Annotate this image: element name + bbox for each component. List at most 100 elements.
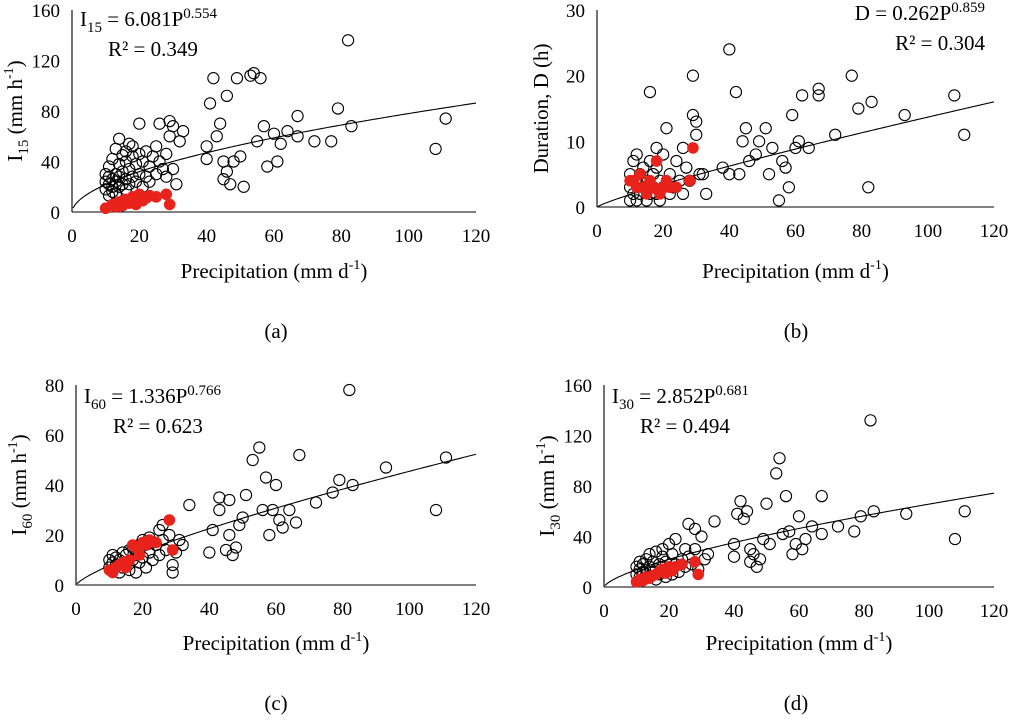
panel-caption: (a) xyxy=(264,319,287,343)
y-tick-label: 20 xyxy=(566,67,585,88)
scatter-point-open xyxy=(160,147,173,161)
scatter-point-open xyxy=(805,520,819,533)
scatter-point-open xyxy=(739,122,753,135)
x-axis-label-sup: -1 xyxy=(351,630,363,645)
scatter-point-open xyxy=(281,125,294,138)
scatter-point-open xyxy=(865,95,878,109)
x-axis-label-text: Precipitation (mm d xyxy=(706,631,874,655)
equation-rhs: = 2.852P xyxy=(634,384,715,408)
scatter-point-filled xyxy=(683,174,696,187)
y-tick-label: 120 xyxy=(564,427,593,448)
x-tick-label: 40 xyxy=(725,601,744,622)
scatter-point-open xyxy=(701,548,715,561)
equation-lhs: I xyxy=(80,7,87,31)
scatter-point-open xyxy=(259,471,273,484)
scatter-point-open xyxy=(773,452,786,465)
scatter-point-open xyxy=(845,69,858,82)
scatter-point-open xyxy=(657,148,670,161)
y-axis-label-unit: (mm h xyxy=(3,79,27,140)
scatter-point-open xyxy=(150,140,163,153)
panel-b: 0 20 40 60 80 100 120 0 10 20 30 Precipitation (mm … xyxy=(529,0,1008,343)
panel-d: 0 20 40 60 80 100 120 0 40 80 120 160 Precipitation … xyxy=(534,376,1008,715)
y-axis-label-main: I xyxy=(535,530,559,537)
scatter-point-open xyxy=(200,152,213,166)
y-axis-label: I30 (mm h-1) xyxy=(534,435,564,536)
scatter-point-open xyxy=(779,489,793,503)
y-axis-label-main: I xyxy=(7,529,31,536)
scatter-point-open xyxy=(253,441,266,454)
equation-lhs-sub: 60 xyxy=(91,397,106,413)
scatter-point-open xyxy=(309,496,323,509)
scatter-point-open xyxy=(690,128,703,141)
scatter-point-open xyxy=(274,137,287,150)
scatter-point-open xyxy=(233,518,246,532)
scatter-point-open xyxy=(325,135,338,148)
scatter-point-open xyxy=(779,161,792,174)
x-tick-label: 40 xyxy=(197,226,216,247)
y-axis-label-end: ) xyxy=(3,60,27,67)
equation-exponent: 0.554 xyxy=(183,6,217,22)
scatter-point-filled xyxy=(689,555,701,568)
scatter-point-open xyxy=(763,537,776,551)
scatter-point-open xyxy=(760,497,773,510)
scatter-point-open xyxy=(708,515,721,528)
scatter-point-open xyxy=(623,194,637,207)
y-tick-label: 0 xyxy=(583,578,593,599)
y-tick-label: 40 xyxy=(41,153,60,174)
y-tick-label: 80 xyxy=(45,376,64,397)
y-axis-label-sub: 60 xyxy=(20,514,36,529)
y-tick-label: 160 xyxy=(32,1,61,22)
scatter-point-open xyxy=(643,548,656,561)
x-tick-label: 100 xyxy=(915,601,944,622)
scatter-point-open xyxy=(183,498,196,512)
scatter-point-open xyxy=(160,170,173,183)
scatter-point-open xyxy=(737,512,750,525)
scatter-point-open xyxy=(345,120,358,133)
scatter-point-open xyxy=(166,566,179,579)
scatter-point-open xyxy=(206,523,219,537)
scatter-point-open xyxy=(224,178,237,191)
scatter-point-open xyxy=(116,149,129,162)
x-tick-label: 40 xyxy=(720,221,739,242)
y-axis-label-end: ) xyxy=(535,435,559,442)
scatter-point-filled xyxy=(160,188,173,201)
equation-lhs: I xyxy=(612,384,619,408)
scatter-point-open xyxy=(799,532,812,546)
y-tick-label: 10 xyxy=(566,132,585,153)
y-axis-label: I60 (mm h-1) xyxy=(6,434,36,535)
regression-equation: I60 = 1.336P0.766 xyxy=(84,383,222,413)
x-tick-label: 120 xyxy=(980,601,1009,622)
scatter-point-open xyxy=(244,69,257,82)
scatter-point-open xyxy=(759,122,772,135)
scatter-point-open xyxy=(727,537,741,551)
scatter-point-open xyxy=(143,175,156,188)
x-axis-label-sup: -1 xyxy=(874,630,886,645)
equation-rhs: = 6.081P xyxy=(102,7,183,31)
scatter-point-open xyxy=(848,525,861,538)
scatter-point-open xyxy=(217,155,230,168)
scatter-point-open xyxy=(676,187,690,201)
scatter-point-open xyxy=(670,154,683,168)
x-tick-label: 20 xyxy=(133,599,152,620)
scatter-point-open xyxy=(695,530,708,543)
scatter-point-open xyxy=(133,167,146,181)
scatter-point-open xyxy=(273,513,286,527)
scatter-point-open xyxy=(786,108,799,122)
scatter-point-filled xyxy=(123,554,136,566)
scatter-point-open xyxy=(429,142,442,156)
scatter-point-open xyxy=(733,168,746,181)
scatter-point-open xyxy=(948,532,962,546)
x-axis-label-end: ) xyxy=(362,631,369,655)
scatter-point-open xyxy=(669,532,682,546)
scatter-point-open xyxy=(815,489,828,503)
scatter-point-open xyxy=(346,478,359,492)
x-tick-label: 20 xyxy=(660,601,679,622)
equation-exponent: 0.859 xyxy=(951,0,985,16)
scatter-point-open xyxy=(439,112,452,125)
scatter-point-open xyxy=(234,150,247,163)
scatter-point-open xyxy=(643,85,657,99)
y-tick-label: 0 xyxy=(51,203,61,224)
x-tick-label: 60 xyxy=(265,226,284,247)
scatter-point-open xyxy=(776,527,789,541)
